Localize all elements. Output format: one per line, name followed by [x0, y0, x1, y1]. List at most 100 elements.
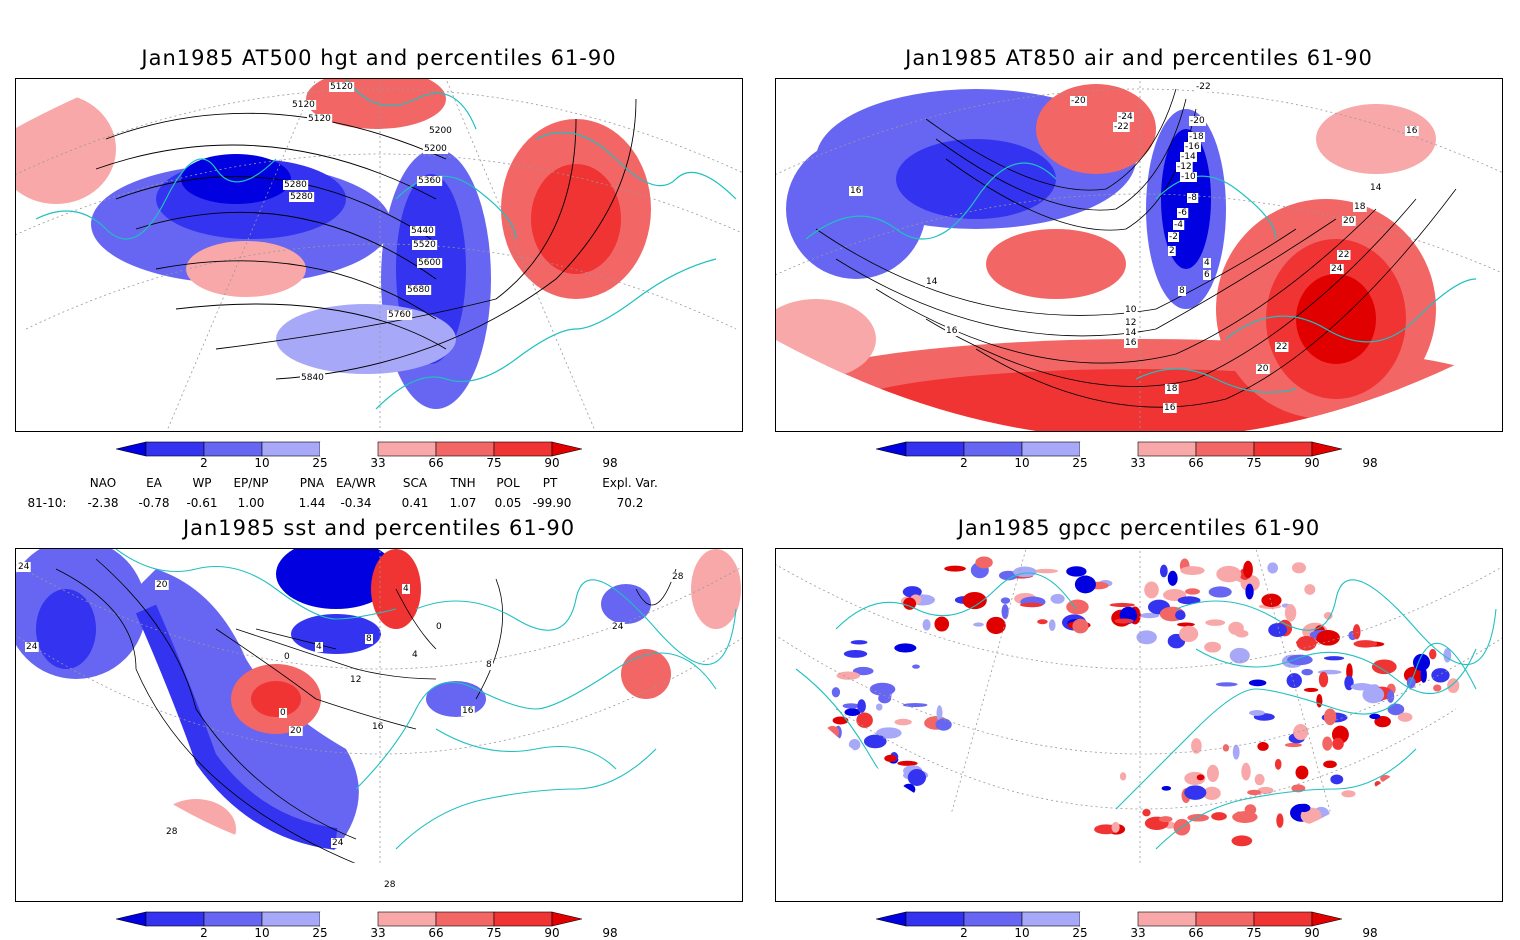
precip-anomaly-patch: [1403, 815, 1419, 834]
index-header: SCA: [402, 476, 428, 490]
precip-anomaly-patch: [1373, 836, 1397, 852]
index-header: EA/WR: [335, 476, 377, 490]
contour-label: 5520: [413, 240, 436, 250]
colorbar-label: 66: [428, 456, 444, 470]
contour-label: 16: [462, 706, 474, 716]
contour-label-box: [1163, 403, 1177, 413]
panel-2-title: Jan1985 AT850 air and percentiles 61-90: [905, 46, 1373, 70]
colorbar-swatch: [435, 911, 495, 927]
precip-anomaly-patch: [1424, 855, 1444, 864]
colorbar-label: 90: [1304, 456, 1320, 470]
colorbar-swatch: [905, 441, 965, 457]
precip-anomaly-patch: [1111, 821, 1120, 833]
precip-anomaly-patch: [1452, 839, 1471, 850]
contour-label-box: [1330, 264, 1344, 274]
colorbar-swatch: [203, 441, 263, 457]
contour-label: 0: [284, 652, 290, 662]
precip-anomaly-patch: [1357, 821, 1374, 830]
index-header: TNH: [450, 476, 476, 490]
colorbar-swatch: [1195, 911, 1255, 927]
panel-1-map: 5120 5120 5120 5200 5200 5280 5280 5360 …: [15, 78, 743, 432]
contour-label: 8: [486, 660, 492, 670]
precip-anomaly-patch: [1297, 803, 1311, 813]
precip-anomaly-patch: [843, 649, 868, 658]
colorbar-label: 10: [254, 926, 270, 940]
precip-anomaly-patch: [1431, 789, 1439, 800]
contour-label: 28: [384, 880, 396, 890]
precip-anomaly-patch: [848, 739, 861, 751]
precip-anomaly-patch: [1371, 659, 1397, 675]
contour-label-box: [1124, 318, 1138, 328]
contour-label-box: [1405, 126, 1419, 136]
contour-label-box: [1188, 132, 1205, 142]
precip-anomaly-patch: [1309, 866, 1327, 872]
precip-anomaly-patch: [1387, 703, 1405, 716]
precip-anomaly-patch: [1196, 774, 1205, 781]
contour-label: 16: [850, 186, 862, 196]
precip-anomaly-patch: [1374, 716, 1391, 728]
colorbar-arrow-left: [116, 911, 147, 927]
contour-label-box: [289, 192, 315, 202]
contour-label-box: [279, 708, 287, 718]
contour-label: 16: [1406, 126, 1418, 136]
colorbar-swatch: [493, 911, 553, 927]
panel-4-map: [775, 548, 1503, 902]
contour-label: 20: [156, 580, 168, 590]
precip-anomaly-patch: [842, 703, 860, 709]
precip-anomaly-patch: [1295, 838, 1305, 845]
contour-label-box: [412, 240, 438, 250]
colorbar-label: 90: [544, 926, 560, 940]
contour-label-box: [25, 642, 39, 652]
precip-anomaly-patch: [894, 718, 912, 726]
colorbar-label: 10: [254, 456, 270, 470]
contour-label: 0: [280, 708, 286, 718]
precip-anomaly-patch: [835, 770, 847, 779]
contour-label-box: [402, 584, 410, 594]
contour-label: -24: [1118, 112, 1133, 122]
contour-label-box: [1353, 202, 1367, 212]
colorbar-label: 90: [544, 456, 560, 470]
precip-anomaly-patch: [1318, 671, 1329, 688]
precip-anomaly-patch: [1257, 741, 1269, 751]
contour-label-box: [383, 880, 397, 890]
index-value: 1.44: [298, 496, 326, 510]
contour-label: 5600: [418, 258, 441, 268]
colorbar-label: 98: [1362, 926, 1378, 940]
contour-label-box: [1124, 305, 1138, 315]
index-header: PNA: [299, 476, 325, 490]
colorbar-label: 75: [486, 456, 502, 470]
precip-anomaly-patch: [1001, 604, 1009, 620]
colorbar-swatch: [1080, 912, 1138, 926]
precip-anomaly-patch: [1119, 772, 1127, 781]
precip-anomaly-patch: [1382, 825, 1398, 839]
precip-anomaly-patch: [836, 671, 861, 680]
contour-label-box: [283, 180, 309, 190]
colorbar-label: 25: [312, 926, 328, 940]
contour-label-box: [1177, 208, 1189, 218]
colorbar-4: [876, 911, 1343, 927]
contour-label: 6: [1204, 270, 1210, 280]
colorbar-label: 2: [960, 926, 968, 940]
precip-anomaly-patch: [1142, 808, 1151, 817]
precip-anomaly-patch: [1323, 760, 1337, 769]
index-value: 70.2: [616, 496, 644, 510]
contour-label-box: [1337, 250, 1351, 260]
precip-anomaly-patch: [1401, 835, 1416, 841]
precip-anomaly-patch: [1293, 724, 1309, 741]
panel-2-contour-labels: -22 -20 -24 -22 -20 -18 -16 -14 -12 -10 …: [849, 82, 1419, 413]
colorbar-arrow-right: [1311, 911, 1343, 927]
precip-anomaly-patch: [857, 699, 866, 713]
contour-label-box: [1180, 172, 1197, 182]
colorbar-swatch: [320, 912, 378, 926]
precip-anomaly-patch: [844, 708, 861, 717]
index-value: -0.61: [186, 496, 218, 510]
precip-anomaly-patch: [1261, 593, 1282, 608]
contour-label-box: [945, 326, 959, 336]
contour-label: 24: [332, 838, 344, 848]
precip-anomaly-patch: [1037, 619, 1048, 625]
warm-anomaly: [16, 94, 116, 204]
precip-anomaly-patch: [1267, 562, 1279, 574]
contour-label-box: [371, 722, 385, 732]
precip-anomaly-patch: [1303, 687, 1319, 693]
precip-anomaly-patch: [1144, 581, 1159, 599]
